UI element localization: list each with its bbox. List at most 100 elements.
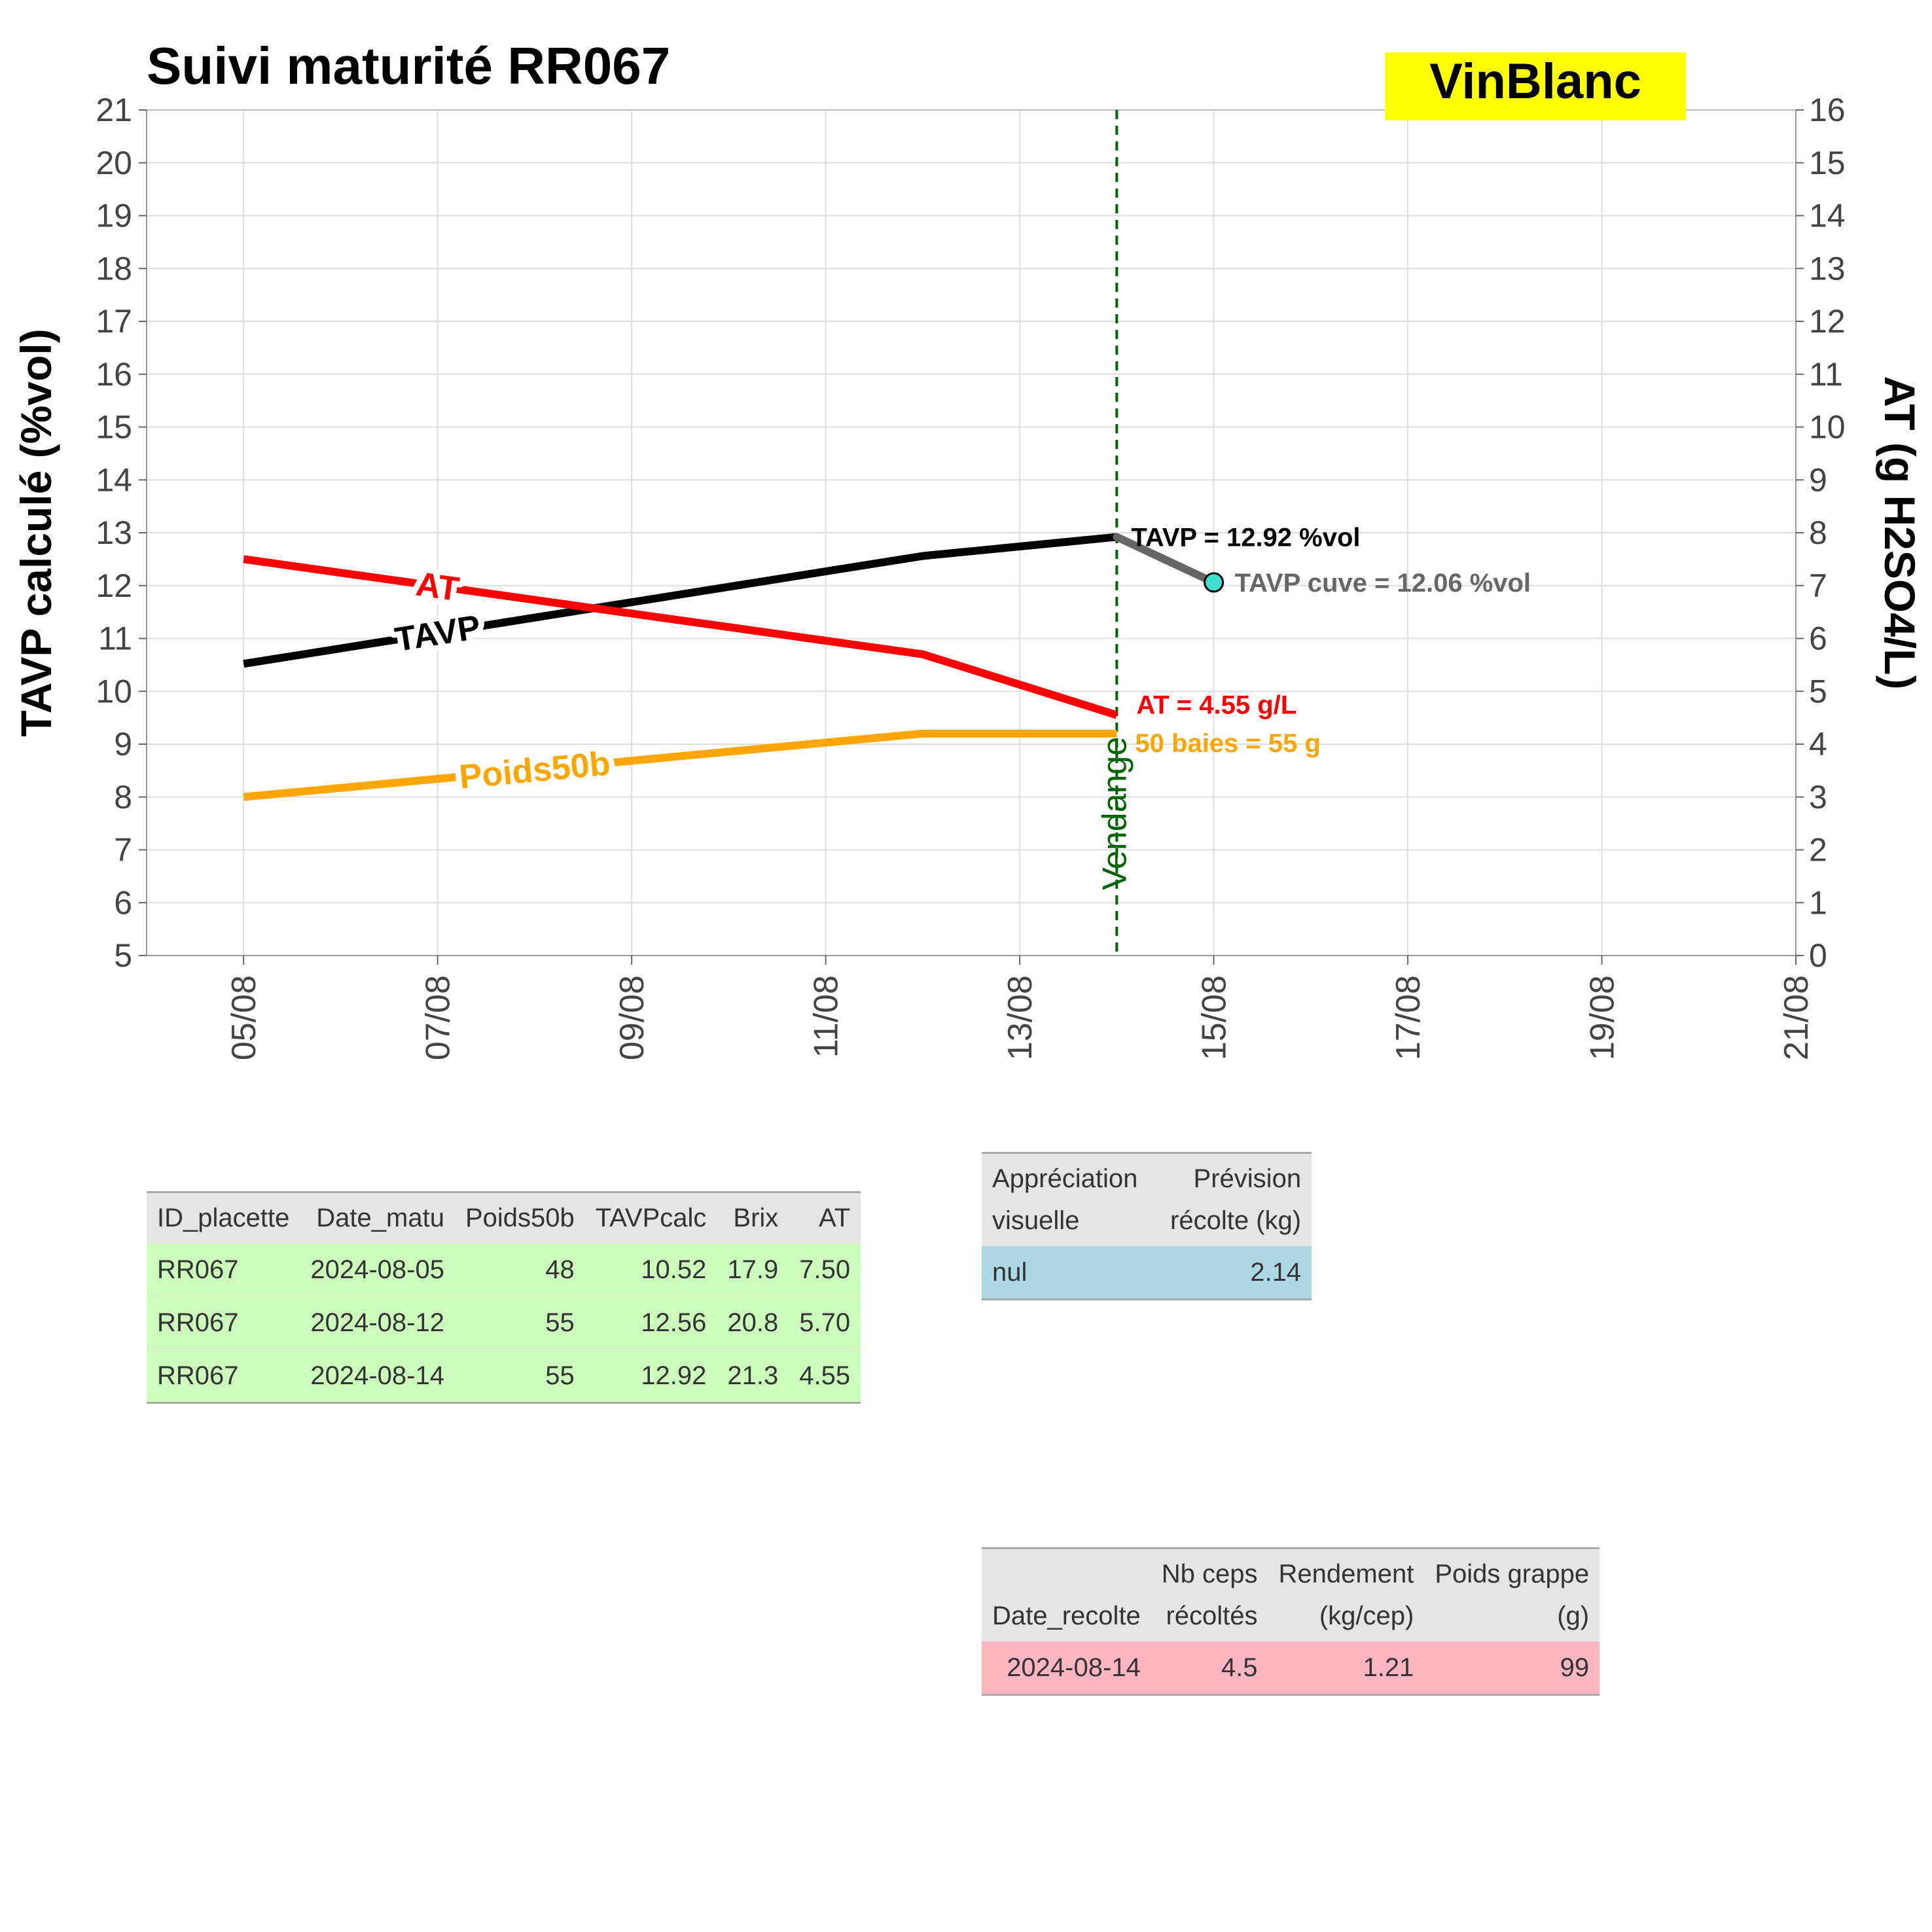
col-nb-ceps: Nb ceps récoltés bbox=[1151, 1547, 1268, 1641]
x-tick-label: 09/08 bbox=[613, 975, 651, 1060]
col-brix: Brix bbox=[717, 1191, 789, 1243]
series-label-tavp: TAVP bbox=[393, 608, 483, 659]
y-tick-label: 5 bbox=[114, 937, 132, 974]
y2-tick-label: 6 bbox=[1809, 620, 1827, 657]
col-nb-ceps-line2: récoltés bbox=[1166, 1601, 1258, 1630]
at-end-annotation: AT = 4.55 g/L bbox=[1136, 691, 1297, 720]
x-tick-label: 21/08 bbox=[1778, 975, 1816, 1060]
chart-svg: 5678910111213141516171819202101234567891… bbox=[12, 37, 1924, 1060]
y-tick-label: 11 bbox=[98, 620, 132, 657]
table-row: RR067 2024-08-12 55 12.56 20.8 5.70 bbox=[147, 1296, 861, 1350]
cell-date-recolte: 2024-08-14 bbox=[982, 1641, 1151, 1696]
cell-date: 2024-08-05 bbox=[300, 1243, 455, 1297]
table-row: RR067 2024-08-14 55 12.92 21.3 4.55 bbox=[147, 1349, 861, 1404]
cell-tavp: 12.56 bbox=[584, 1296, 717, 1350]
y2-tick-label: 8 bbox=[1809, 514, 1827, 551]
maturity-table: ID_placette Date_matu Poids50b TAVPcalc … bbox=[147, 1191, 861, 1404]
y-tick-label: 9 bbox=[114, 726, 132, 762]
recolte-table-header: Date_recolte Nb ceps récoltés Rendement … bbox=[982, 1547, 1600, 1641]
chart-title: Suivi maturité RR067 bbox=[147, 37, 670, 95]
y2-tick-label: 10 bbox=[1809, 409, 1846, 446]
cuve-line bbox=[1113, 533, 1218, 586]
cell-at: 7.50 bbox=[789, 1243, 861, 1297]
maturity-table-header: ID_placette Date_matu Poids50b TAVPcalc … bbox=[147, 1191, 861, 1243]
cell-at: 4.55 bbox=[789, 1349, 861, 1404]
cell-at: 5.70 bbox=[789, 1296, 861, 1350]
y-tick-label: 16 bbox=[96, 356, 132, 393]
col-rendement-line1: Rendement bbox=[1278, 1560, 1414, 1588]
y-tick-label: 7 bbox=[114, 832, 132, 868]
table-row: RR067 2024-08-05 48 10.52 17.9 7.50 bbox=[147, 1243, 861, 1297]
y-axis-label: TAVP calculé (%vol) bbox=[12, 329, 60, 737]
y2-tick-label: 1 bbox=[1809, 884, 1827, 921]
cell-poids: 55 bbox=[454, 1349, 585, 1404]
y-tick-label: 6 bbox=[114, 884, 132, 921]
cell-poids: 55 bbox=[454, 1296, 585, 1350]
y-tick-label: 20 bbox=[96, 145, 132, 181]
series-line-poids50b bbox=[243, 729, 1117, 801]
recolte-table: Date_recolte Nb ceps récoltés Rendement … bbox=[982, 1547, 1600, 1696]
cell-brix: 17.9 bbox=[717, 1243, 789, 1297]
y-tick-label: 21 bbox=[96, 92, 132, 128]
cell-brix: 20.8 bbox=[717, 1296, 789, 1350]
col-id-placette: ID_placette bbox=[147, 1191, 300, 1243]
series-line-tavp bbox=[243, 533, 1117, 668]
y2-tick-label: 2 bbox=[1809, 832, 1827, 868]
cell-id: RR067 bbox=[147, 1296, 300, 1350]
cell-prevision: 2.14 bbox=[1160, 1245, 1312, 1300]
col-tavpcalc: TAVPcalc bbox=[584, 1191, 717, 1243]
col-date-recolte: Date_recolte bbox=[982, 1547, 1151, 1641]
col-date-recolte-line2: Date_recolte bbox=[992, 1601, 1141, 1630]
col-prevision-line1: Prévision bbox=[1193, 1164, 1302, 1193]
cell-poids: 48 bbox=[454, 1243, 585, 1297]
y2-tick-label: 13 bbox=[1809, 250, 1846, 287]
cuve-point bbox=[1204, 572, 1225, 593]
y2-tick-label: 3 bbox=[1809, 779, 1827, 815]
cell-id: RR067 bbox=[147, 1349, 300, 1404]
x-tick-label: 05/08 bbox=[225, 975, 263, 1060]
y2-tick-label: 11 bbox=[1809, 356, 1843, 393]
col-prevision: Prévision récolte (kg) bbox=[1160, 1152, 1312, 1246]
appreciation-table: Appréciation visuelle Prévision récolte … bbox=[982, 1152, 1312, 1300]
cell-appreciation: nul bbox=[982, 1245, 1160, 1300]
variety-badge: VinBlanc bbox=[1429, 54, 1641, 109]
table-row: 2024-08-14 4.5 1.21 99 bbox=[982, 1641, 1600, 1696]
appreciation-table-header: Appréciation visuelle Prévision récolte … bbox=[982, 1152, 1312, 1246]
cell-nb-ceps: 4.5 bbox=[1151, 1641, 1268, 1696]
y-tick-label: 18 bbox=[96, 250, 132, 287]
variety-badge-bg bbox=[1385, 52, 1686, 120]
x-tick-label: 19/08 bbox=[1584, 975, 1622, 1060]
y-tick-label: 19 bbox=[96, 198, 132, 234]
cell-tavp: 12.92 bbox=[584, 1349, 717, 1404]
poids-end-annotation: 50 baies = 55 g bbox=[1135, 729, 1321, 758]
y-tick-label: 17 bbox=[96, 303, 132, 340]
x-tick-label: 07/08 bbox=[420, 975, 457, 1060]
maturity-chart: 5 6 7 8 9 10 11 12 13 14 15 16 17 18 19 20 21 0 1 2 3 4 5 6 7 8 9 1… bbox=[12, 37, 1924, 1060]
x-tick-label: 11/08 bbox=[808, 975, 846, 1058]
y-tick-label: 12 bbox=[96, 567, 132, 604]
col-at: AT bbox=[789, 1191, 861, 1243]
col-poids-grappe-line2: (g) bbox=[1557, 1601, 1590, 1630]
table-row: nul 2.14 bbox=[982, 1245, 1312, 1300]
y2-tick-label: 9 bbox=[1809, 461, 1827, 498]
y-tick-label: 15 bbox=[96, 409, 132, 446]
cell-brix: 21.3 bbox=[717, 1349, 789, 1404]
col-date-matu: Date_matu bbox=[300, 1191, 455, 1243]
y2-tick-label: 0 bbox=[1809, 937, 1827, 974]
col-appreciation: Appréciation visuelle bbox=[982, 1152, 1160, 1246]
y2-tick-label: 14 bbox=[1809, 198, 1846, 234]
x-tick-label: 15/08 bbox=[1196, 975, 1234, 1060]
cell-poids-grappe: 99 bbox=[1424, 1641, 1600, 1696]
series-label-poids50b: Poids50b bbox=[457, 745, 612, 796]
cuve-annotation: TAVP cuve = 12.06 %vol bbox=[1235, 569, 1531, 598]
y2-tick-label: 12 bbox=[1809, 303, 1846, 340]
y-tick-label: 13 bbox=[96, 514, 132, 551]
y2-tick-label: 7 bbox=[1809, 567, 1827, 604]
tavp-end-annotation: TAVP = 12.92 %vol bbox=[1131, 523, 1360, 552]
series-label-at: AT bbox=[414, 565, 461, 609]
col-poids-grappe-line1: Poids grappe bbox=[1435, 1560, 1590, 1588]
cell-rendement: 1.21 bbox=[1268, 1641, 1425, 1696]
col-poids50b: Poids50b bbox=[454, 1191, 585, 1243]
cell-tavp: 10.52 bbox=[584, 1243, 717, 1297]
cell-id: RR067 bbox=[147, 1243, 300, 1297]
